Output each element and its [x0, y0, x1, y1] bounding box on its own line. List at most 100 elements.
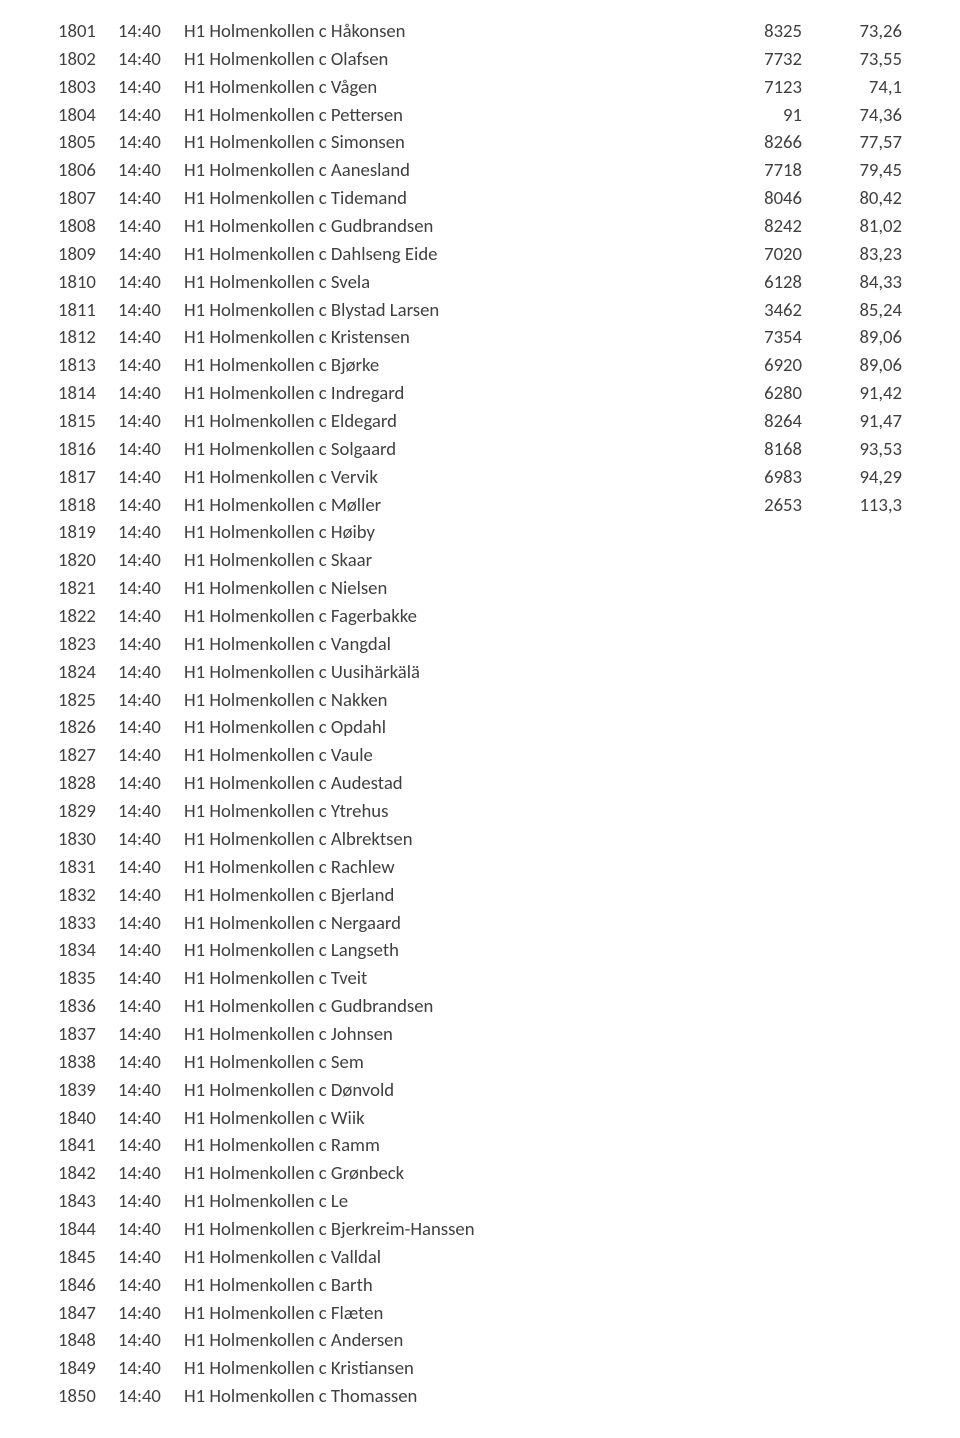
row-number: [730, 1272, 806, 1300]
row-number: 8264: [730, 408, 806, 436]
table-row: 182914:40H1 Holmenkollen c Ytrehus: [54, 798, 906, 826]
row-value: [806, 1355, 906, 1383]
row-index: 1845: [54, 1244, 114, 1272]
row-value: [806, 1049, 906, 1077]
results-table-body: 180114:40H1 Holmenkollen c Håkonsen83257…: [54, 18, 906, 1411]
row-index: 1827: [54, 742, 114, 770]
row-value: [806, 687, 906, 715]
table-row: 184814:40H1 Holmenkollen c Andersen: [54, 1327, 906, 1355]
row-description: H1 Holmenkollen c Vervik: [180, 464, 730, 492]
table-row: 181514:40H1 Holmenkollen c Eldegard82649…: [54, 408, 906, 436]
row-time: 14:40: [114, 1355, 180, 1383]
row-index: 1839: [54, 1077, 114, 1105]
table-row: 183814:40H1 Holmenkollen c Sem: [54, 1049, 906, 1077]
row-index: 1805: [54, 129, 114, 157]
row-time: 14:40: [114, 102, 180, 130]
row-time: 14:40: [114, 492, 180, 520]
table-row: 180514:40H1 Holmenkollen c Simonsen82667…: [54, 129, 906, 157]
row-time: 14:40: [114, 157, 180, 185]
row-number: [730, 575, 806, 603]
row-index: 1848: [54, 1327, 114, 1355]
row-index: 1809: [54, 241, 114, 269]
row-description: H1 Holmenkollen c Simonsen: [180, 129, 730, 157]
row-time: 14:40: [114, 937, 180, 965]
row-number: [730, 1244, 806, 1272]
row-number: 8242: [730, 213, 806, 241]
row-description: H1 Holmenkollen c Uusihärkälä: [180, 659, 730, 687]
row-index: 1819: [54, 519, 114, 547]
row-description: H1 Holmenkollen c Solgaard: [180, 436, 730, 464]
row-value: [806, 714, 906, 742]
row-number: [730, 1327, 806, 1355]
row-description: H1 Holmenkollen c Wiik: [180, 1105, 730, 1133]
row-time: 14:40: [114, 241, 180, 269]
row-number: [730, 1383, 806, 1411]
row-number: [730, 854, 806, 882]
row-value: [806, 1327, 906, 1355]
table-row: 184714:40H1 Holmenkollen c Flæten: [54, 1300, 906, 1328]
row-value: [806, 854, 906, 882]
row-time: 14:40: [114, 965, 180, 993]
row-time: 14:40: [114, 213, 180, 241]
row-time: 14:40: [114, 18, 180, 46]
row-number: [730, 910, 806, 938]
row-index: 1849: [54, 1355, 114, 1383]
row-time: 14:40: [114, 1105, 180, 1133]
row-description: H1 Holmenkollen c Eldegard: [180, 408, 730, 436]
row-description: H1 Holmenkollen c Pettersen: [180, 102, 730, 130]
row-number: [730, 687, 806, 715]
row-time: 14:40: [114, 74, 180, 102]
row-description: H1 Holmenkollen c Møller: [180, 492, 730, 520]
row-time: 14:40: [114, 324, 180, 352]
row-value: 83,23: [806, 241, 906, 269]
row-index: 1825: [54, 687, 114, 715]
row-time: 14:40: [114, 659, 180, 687]
row-index: 1812: [54, 324, 114, 352]
table-row: 180114:40H1 Holmenkollen c Håkonsen83257…: [54, 18, 906, 46]
table-row: 183314:40H1 Holmenkollen c Nergaard: [54, 910, 906, 938]
row-description: H1 Holmenkollen c Nakken: [180, 687, 730, 715]
row-description: H1 Holmenkollen c Tidemand: [180, 185, 730, 213]
row-number: 3462: [730, 297, 806, 325]
table-row: 182214:40H1 Holmenkollen c Fagerbakke: [54, 603, 906, 631]
row-value: [806, 519, 906, 547]
row-index: 1833: [54, 910, 114, 938]
row-value: [806, 1216, 906, 1244]
row-description: H1 Holmenkollen c Sem: [180, 1049, 730, 1077]
row-index: 1810: [54, 269, 114, 297]
row-index: 1816: [54, 436, 114, 464]
row-description: H1 Holmenkollen c Skaar: [180, 547, 730, 575]
row-number: 2653: [730, 492, 806, 520]
row-value: 73,55: [806, 46, 906, 74]
row-description: H1 Holmenkollen c Blystad Larsen: [180, 297, 730, 325]
document-page: 180114:40H1 Holmenkollen c Håkonsen83257…: [0, 0, 960, 1429]
row-number: [730, 1132, 806, 1160]
row-value: 91,42: [806, 380, 906, 408]
row-time: 14:40: [114, 714, 180, 742]
row-number: [730, 742, 806, 770]
row-number: [730, 1077, 806, 1105]
row-number: 6280: [730, 380, 806, 408]
row-number: 8325: [730, 18, 806, 46]
row-number: 7732: [730, 46, 806, 74]
row-value: [806, 1188, 906, 1216]
row-index: 1838: [54, 1049, 114, 1077]
row-index: 1837: [54, 1021, 114, 1049]
row-time: 14:40: [114, 1244, 180, 1272]
row-index: 1831: [54, 854, 114, 882]
row-number: 7020: [730, 241, 806, 269]
row-time: 14:40: [114, 129, 180, 157]
row-time: 14:40: [114, 1383, 180, 1411]
table-row: 183614:40H1 Holmenkollen c Gudbrandsen: [54, 993, 906, 1021]
table-row: 181714:40H1 Holmenkollen c Vervik698394,…: [54, 464, 906, 492]
row-time: 14:40: [114, 408, 180, 436]
row-index: 1826: [54, 714, 114, 742]
row-description: H1 Holmenkollen c Johnsen: [180, 1021, 730, 1049]
table-row: 180814:40H1 Holmenkollen c Gudbrandsen82…: [54, 213, 906, 241]
table-row: 180614:40H1 Holmenkollen c Aanesland7718…: [54, 157, 906, 185]
row-number: [730, 519, 806, 547]
row-description: H1 Holmenkollen c Audestad: [180, 770, 730, 798]
row-value: [806, 770, 906, 798]
row-value: 74,36: [806, 102, 906, 130]
table-row: 182014:40H1 Holmenkollen c Skaar: [54, 547, 906, 575]
